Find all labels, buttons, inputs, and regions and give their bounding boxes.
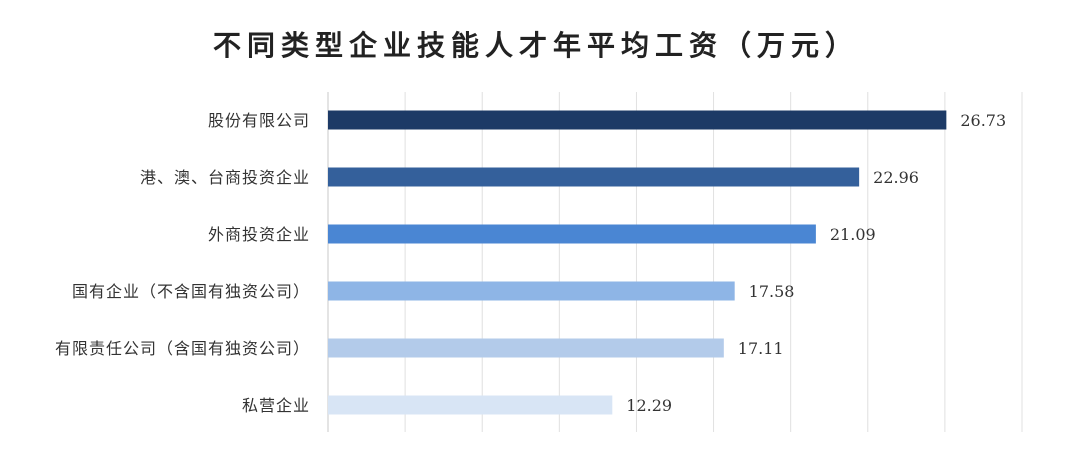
category-label: 港、澳、台商投资企业 bbox=[140, 168, 310, 187]
chart-title: 不同类型企业技能人才年平均工资（万元） bbox=[212, 29, 859, 62]
value-label: 26.73 bbox=[960, 111, 1006, 130]
grid-lines bbox=[327, 92, 1023, 432]
bar bbox=[328, 281, 735, 301]
category-label: 外商投资企业 bbox=[208, 225, 310, 244]
bar bbox=[328, 224, 816, 244]
category-label: 股份有限公司 bbox=[208, 111, 310, 130]
value-label: 17.58 bbox=[749, 282, 795, 301]
bar bbox=[328, 338, 724, 358]
bar bbox=[328, 110, 947, 130]
category-label: 国有企业（不含国有独资公司） bbox=[72, 282, 310, 301]
value-label: 21.09 bbox=[830, 225, 876, 244]
category-label: 有限责任公司（含国有独资公司） bbox=[55, 339, 310, 358]
bar bbox=[328, 167, 860, 187]
value-label: 17.11 bbox=[738, 339, 784, 358]
value-labels: 26.73 22.96 21.09 17.58 17.11 12.29 bbox=[626, 111, 1006, 415]
bars bbox=[328, 110, 947, 415]
bar bbox=[328, 395, 613, 415]
value-label: 12.29 bbox=[626, 396, 672, 415]
category-label: 私营企业 bbox=[242, 396, 310, 415]
value-label: 22.96 bbox=[873, 168, 919, 187]
